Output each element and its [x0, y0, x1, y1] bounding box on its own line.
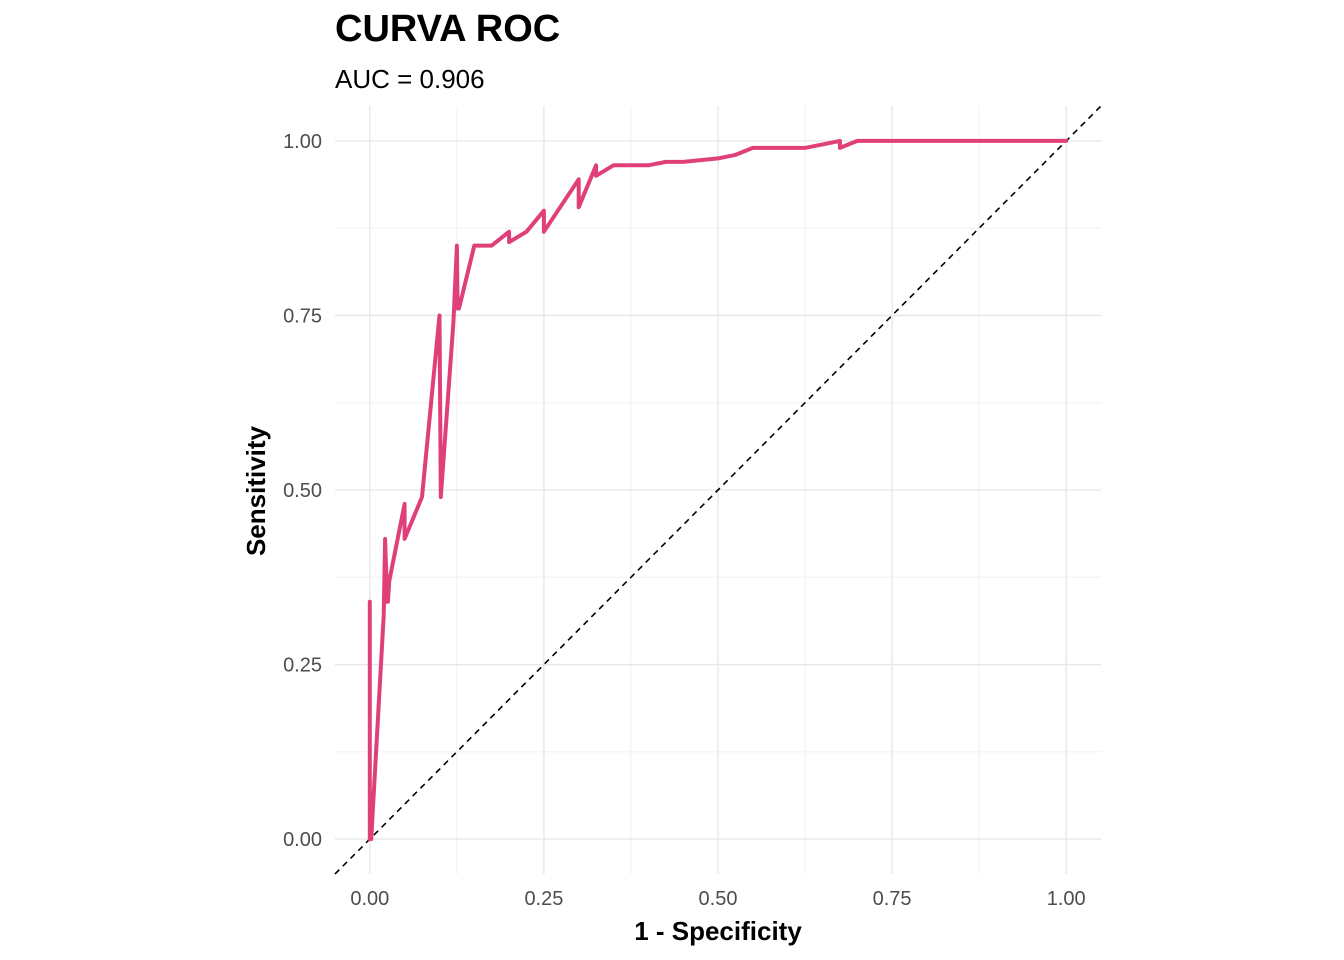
roc-series: [367, 138, 1069, 842]
y-tick-label: 0.75: [283, 305, 322, 327]
chart-title: CURVA ROC: [335, 8, 561, 50]
y-tick-label: 0.50: [283, 480, 322, 502]
y-tick-label: 1.00: [283, 131, 322, 153]
x-tick-label: 0.00: [350, 888, 389, 910]
y-tick-label: 0.25: [283, 655, 322, 677]
chart-subtitle: AUC = 0.906: [335, 64, 485, 94]
y-axis-title: Sensitivity: [241, 425, 271, 556]
x-axis-title: 1 - Specificity: [634, 916, 802, 946]
x-tick-label: 0.25: [524, 888, 563, 910]
reference-diagonal: [334, 105, 1102, 875]
x-tick-label: 0.75: [873, 888, 912, 910]
y-tick-label: 0.00: [283, 829, 322, 851]
roc-curve-line: [367, 138, 1069, 842]
reference-line: [334, 105, 1102, 875]
x-tick-label: 0.50: [699, 888, 738, 910]
x-axis-ticks: 0.00 0.25 0.50 0.75 1.00: [350, 888, 1085, 910]
y-axis-ticks: 0.00 0.25 0.50 0.75 1.00: [283, 131, 322, 851]
x-tick-label: 1.00: [1047, 888, 1086, 910]
